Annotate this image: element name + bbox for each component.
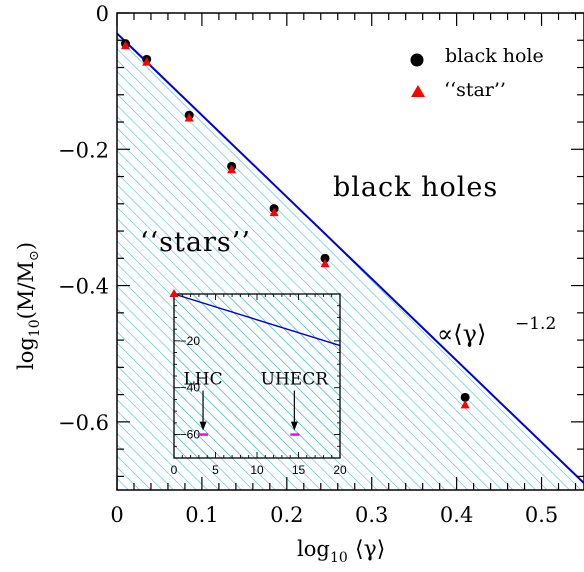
data-point-black-hole	[320, 253, 330, 263]
inset-x-tick-label: 15	[292, 463, 306, 477]
data-point-black-hole	[460, 392, 470, 402]
inset-y-tick-label: −20	[180, 334, 201, 348]
x-tick-label: 0.3	[355, 503, 388, 527]
data-point-star	[120, 40, 130, 50]
y-tick-label: 0	[96, 2, 109, 26]
legend-marker-star	[411, 85, 425, 97]
y-axis-label-sun: ⊙	[27, 250, 42, 261]
x-axis-label: log 10 ⟨γ⟩	[297, 537, 385, 566]
inset-hatch	[174, 294, 340, 458]
inset-x-tick-label: 0	[171, 463, 178, 477]
inset-annotation-uhecr: UHECR	[261, 370, 330, 390]
fit-line	[116, 32, 584, 484]
data-point-star	[269, 207, 279, 217]
y-axis-label-var: (M/M	[14, 261, 38, 319]
fit-line-label: ∝⟨γ⟩ −1.2	[437, 314, 556, 348]
inset-y-tick-label: −60	[180, 428, 201, 442]
region-label-black-holes: black holes	[333, 172, 498, 203]
inset-plot: 0 5 10 15 20 −20 −40 −60 LHC UHECR	[169, 289, 347, 477]
inset-line	[173, 293, 341, 347]
x-axis-label-var: ⟨γ⟩	[355, 537, 385, 562]
inset-x-tick-label: 5	[212, 463, 219, 477]
y-tick-label: −0.6	[58, 411, 109, 435]
x-tick-label: 0.1	[185, 503, 218, 527]
inset-x-tick-label: 10	[250, 463, 264, 477]
legend-label-black-hole: black hole	[445, 45, 544, 67]
legend: black hole ‘‘star’’	[410, 45, 544, 101]
region-label-stars: ‘‘stars’’	[140, 227, 251, 258]
annotation-arrow-head	[199, 421, 207, 431]
x-tick-label: 0	[110, 503, 123, 527]
x-tick-label: 0.5	[525, 503, 558, 527]
fit-line-label-text: ∝⟨γ⟩	[437, 320, 486, 348]
legend-label-star: ‘‘star’’	[444, 79, 506, 101]
x-tick-label: 0.2	[270, 503, 303, 527]
legend-marker-black-hole	[410, 53, 424, 67]
y-axis-label-close: )	[14, 242, 38, 250]
data-point-star	[142, 57, 152, 66]
inset-y-tick-label: −40	[180, 381, 201, 395]
plot-frame	[116, 12, 584, 491]
y-axis-label: log10(M/M⊙)	[14, 242, 43, 370]
inset-point-star	[169, 289, 179, 297]
x-axis-label-log: log	[297, 537, 330, 561]
inset-x-tick-label: 20	[333, 463, 347, 477]
fit-line-label-exponent: −1.2	[515, 314, 556, 334]
y-axis-label-sub: 10	[27, 319, 43, 337]
y-tick-label: −0.2	[58, 138, 109, 162]
data-point-star	[184, 112, 194, 122]
data-point-star	[460, 399, 470, 409]
y-tick-label: −0.4	[58, 275, 109, 299]
data-point-star	[227, 164, 237, 174]
x-axis-label-sub: 10	[330, 550, 348, 566]
inset-annotation-lhc: LHC	[183, 370, 222, 390]
y-axis-label-log: log	[14, 337, 38, 370]
annotation-arrow-head	[290, 421, 298, 431]
svg-text:log10(M/M⊙): log10(M/M⊙)	[14, 242, 43, 370]
data-point-star	[320, 258, 330, 268]
x-tick-label: 0.4	[440, 503, 473, 527]
